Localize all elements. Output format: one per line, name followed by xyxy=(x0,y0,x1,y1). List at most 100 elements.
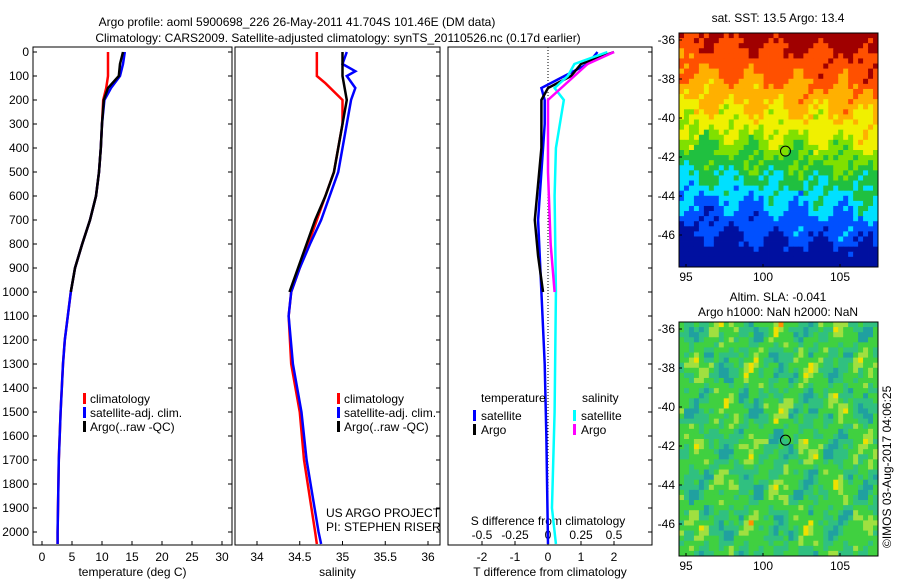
map-cell xyxy=(753,48,759,54)
map-cell xyxy=(743,251,750,258)
map-cell xyxy=(773,377,779,384)
map-cell xyxy=(698,99,705,105)
map-cell xyxy=(813,185,819,192)
map-cell xyxy=(793,261,799,268)
map-cell xyxy=(758,185,764,192)
map-cell xyxy=(813,489,819,496)
map-cell xyxy=(803,180,809,187)
map-cell xyxy=(723,241,730,248)
map-cell xyxy=(718,129,725,136)
map-cell xyxy=(818,520,824,526)
map-cell xyxy=(773,479,779,486)
map-cell xyxy=(853,109,859,115)
map-cell xyxy=(823,63,829,70)
map-cell xyxy=(833,33,839,39)
map-cell xyxy=(723,444,730,450)
map-cell xyxy=(858,221,864,227)
map-cell xyxy=(693,383,700,389)
map-cell xyxy=(679,38,685,44)
map-cell xyxy=(868,160,874,166)
map-cell xyxy=(688,134,695,141)
map-cell xyxy=(773,190,779,197)
map-cell xyxy=(718,352,725,359)
map-cell xyxy=(818,114,824,120)
map-cell xyxy=(778,205,784,212)
map-cell xyxy=(753,124,759,131)
map-cell xyxy=(808,150,814,156)
map-cell xyxy=(693,372,700,379)
map-cell xyxy=(813,251,819,258)
map-cell xyxy=(743,216,750,222)
map-cell xyxy=(778,515,784,521)
map-cell xyxy=(818,332,824,338)
map-cell xyxy=(798,261,804,268)
map-cell xyxy=(823,489,829,496)
map-cell xyxy=(758,73,764,80)
map-cell xyxy=(768,362,774,369)
map-cell xyxy=(833,38,839,44)
map-cell xyxy=(698,505,705,511)
map-cell xyxy=(763,423,769,430)
map-cell xyxy=(848,362,854,369)
map-cell xyxy=(803,439,809,445)
map-cell xyxy=(778,231,784,237)
map-cell xyxy=(703,550,710,557)
map-cell xyxy=(773,367,779,374)
map-cell xyxy=(743,540,750,547)
map-cell xyxy=(733,88,740,95)
map-cell xyxy=(788,464,794,470)
map-cell xyxy=(788,124,794,131)
map-cell xyxy=(818,134,824,141)
map-cell xyxy=(743,428,750,435)
map-cell xyxy=(848,505,854,511)
map-cell xyxy=(698,484,705,491)
map-cell xyxy=(793,398,799,404)
map-cell xyxy=(788,73,794,80)
map-cell xyxy=(743,484,750,491)
map-cell xyxy=(848,236,854,242)
map-cell xyxy=(828,469,834,476)
map-cell xyxy=(828,251,834,258)
map-cell xyxy=(803,200,809,207)
map-cell xyxy=(838,545,844,552)
map-cell xyxy=(788,403,794,409)
map-cell xyxy=(808,327,814,333)
map-cell xyxy=(713,540,720,547)
map-cell xyxy=(818,246,824,253)
map-cell xyxy=(858,474,864,481)
map-cell xyxy=(773,505,779,511)
map-cell xyxy=(703,139,710,146)
map-cell xyxy=(728,383,735,389)
map-cell xyxy=(818,185,824,192)
map-cell xyxy=(858,327,864,333)
map-cell xyxy=(728,327,735,333)
map-cell xyxy=(723,251,730,258)
map-cell xyxy=(753,73,759,80)
map-cell xyxy=(743,347,750,353)
map-cell xyxy=(828,155,834,161)
map-cell xyxy=(873,155,879,161)
map-cell xyxy=(823,459,829,465)
map-cell xyxy=(713,444,720,450)
map-cell xyxy=(698,398,705,404)
map-cell xyxy=(793,68,799,75)
map-cell xyxy=(738,73,745,80)
map-cell xyxy=(753,423,759,430)
map-cell xyxy=(873,180,879,187)
x2-tick-label: 0.5 xyxy=(606,528,623,542)
map-cell xyxy=(788,530,794,537)
map-cell xyxy=(773,211,779,217)
map-cell xyxy=(838,99,844,105)
map-cell xyxy=(848,337,854,343)
map-cell xyxy=(828,505,834,511)
map-cell xyxy=(818,78,824,85)
map-cell xyxy=(813,175,819,181)
map-cell xyxy=(828,444,834,450)
map-cell xyxy=(693,38,700,44)
map-cell xyxy=(828,454,834,460)
map-cell xyxy=(828,525,834,531)
y-tick-label: 1100 xyxy=(3,309,29,323)
series-line-satellite-adj-clim- xyxy=(287,51,358,545)
map-cell xyxy=(743,190,750,197)
map-cell xyxy=(763,78,769,85)
